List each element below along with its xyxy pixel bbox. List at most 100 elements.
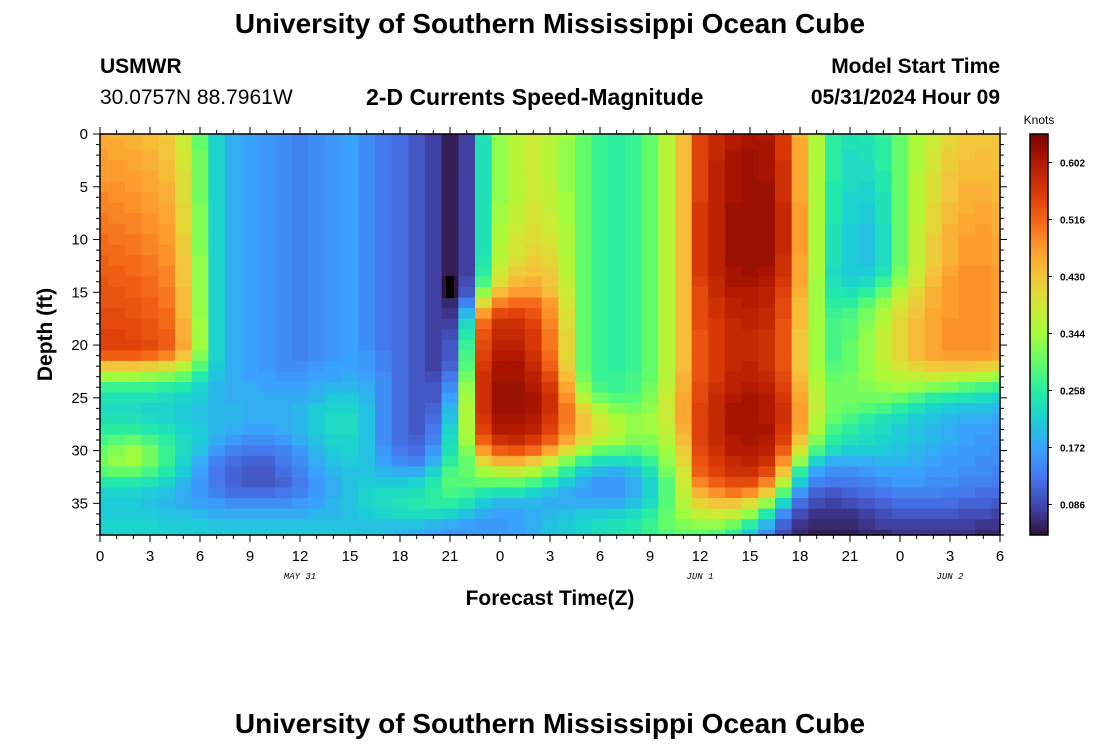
heatmap-cell (291, 318, 309, 330)
heatmap-cell (225, 371, 243, 383)
heatmap-cell (208, 508, 226, 520)
heatmap-cell (858, 223, 876, 235)
heatmap-cell (108, 329, 126, 341)
heatmap-cell (841, 350, 859, 362)
heatmap-cell (691, 308, 709, 320)
heatmap-cell (691, 434, 709, 446)
heatmap-cell (208, 455, 226, 468)
heatmap-cell (425, 445, 443, 457)
heatmap-cell (841, 308, 859, 320)
heatmap-cell (908, 498, 926, 510)
heatmap-cell (641, 234, 659, 246)
heatmap-cell (608, 487, 626, 499)
heatmap-cell (941, 508, 959, 520)
heatmap-cell (741, 265, 759, 278)
heatmap-cell (858, 287, 876, 299)
heatmap-cell (891, 202, 909, 214)
heatmap-cell (958, 498, 976, 510)
heatmap-cell (841, 508, 859, 520)
heatmap-cell (708, 413, 726, 425)
heatmap-cell (208, 424, 226, 436)
heatmap-cell (341, 371, 359, 383)
heatmap-cell (891, 424, 909, 436)
heatmap-cell (825, 192, 843, 204)
heatmap-cell (258, 149, 276, 161)
heatmap-cell (100, 139, 109, 151)
heatmap-cell (991, 181, 1001, 193)
heatmap-cell (958, 519, 976, 531)
heatmap-cell (875, 498, 893, 510)
heatmap-cell (458, 223, 476, 235)
heatmap-cell (375, 149, 393, 161)
heatmap-cell (541, 455, 559, 468)
heatmap-cell (925, 149, 943, 161)
heatmap-cell (575, 498, 593, 510)
heatmap-cell (875, 318, 893, 330)
heatmap-cell (175, 318, 193, 330)
heatmap-cell (141, 223, 159, 235)
heatmap-cell (858, 413, 876, 425)
heatmap-cell (175, 287, 193, 299)
heatmap-cell (391, 350, 409, 362)
heatmap-cell (108, 360, 126, 373)
heatmap-cell (125, 318, 143, 330)
heatmap-cell (391, 223, 409, 235)
heatmap-cell (908, 139, 926, 151)
heatmap-cell (841, 149, 859, 161)
heatmap-cell (308, 255, 326, 267)
heatmap-cell (275, 160, 293, 172)
heatmap-cell (258, 434, 276, 446)
heatmap-cell (391, 339, 409, 351)
heatmap-cell (291, 213, 309, 225)
heatmap-cell (125, 350, 143, 362)
heatmap-cell (125, 234, 143, 246)
heatmap-cell (541, 265, 559, 278)
heatmap-cell (208, 413, 226, 425)
heatmap-cell (408, 339, 426, 351)
heatmap-cell (691, 392, 709, 404)
heatmap-cell (825, 381, 843, 394)
heatmap-cell (991, 329, 1001, 341)
heatmap-cell (991, 276, 1001, 288)
heatmap-cell (100, 498, 109, 510)
heatmap-cell (691, 529, 709, 536)
heatmap-cell (125, 476, 143, 489)
heatmap-cell (708, 392, 726, 404)
heatmap-cell (641, 202, 659, 214)
heatmap-cell (175, 413, 193, 425)
heatmap-cell (508, 529, 526, 536)
heatmap-cell (725, 308, 743, 320)
heatmap-cell (125, 287, 143, 299)
heatmap-cell (358, 350, 376, 362)
heatmap-cell (658, 213, 676, 225)
heatmap-cell (191, 466, 209, 478)
heatmap-cell (408, 413, 426, 425)
heatmap-cell (258, 160, 276, 172)
heatmap-cell (525, 498, 543, 510)
heatmap-cell (191, 134, 209, 140)
heatmap-cell (625, 508, 643, 520)
heatmap-cell (891, 265, 909, 278)
heatmap-cell (808, 149, 826, 161)
heatmap-cell (758, 318, 776, 330)
heatmap-cell (341, 498, 359, 510)
heatmap-cell (941, 445, 959, 457)
heatmap-cell (525, 381, 543, 394)
heatmap-cell (641, 445, 659, 457)
heatmap-cell (675, 424, 693, 436)
heatmap-cell (275, 276, 293, 288)
heatmap-cell (725, 149, 743, 161)
heatmap-cell (525, 445, 543, 457)
x-tick-label: 21 (442, 548, 459, 565)
heatmap-cell (891, 466, 909, 478)
heatmap-cell (391, 476, 409, 489)
heatmap-cell (625, 498, 643, 510)
heatmap-cell (541, 318, 559, 330)
heatmap-cell (358, 339, 376, 351)
heatmap-cell (108, 519, 126, 531)
heatmap-cell (458, 287, 476, 299)
heatmap-cell (725, 466, 743, 478)
heatmap-cell (558, 350, 576, 362)
heatmap-cell (758, 329, 776, 341)
heatmap-cell (708, 223, 726, 235)
